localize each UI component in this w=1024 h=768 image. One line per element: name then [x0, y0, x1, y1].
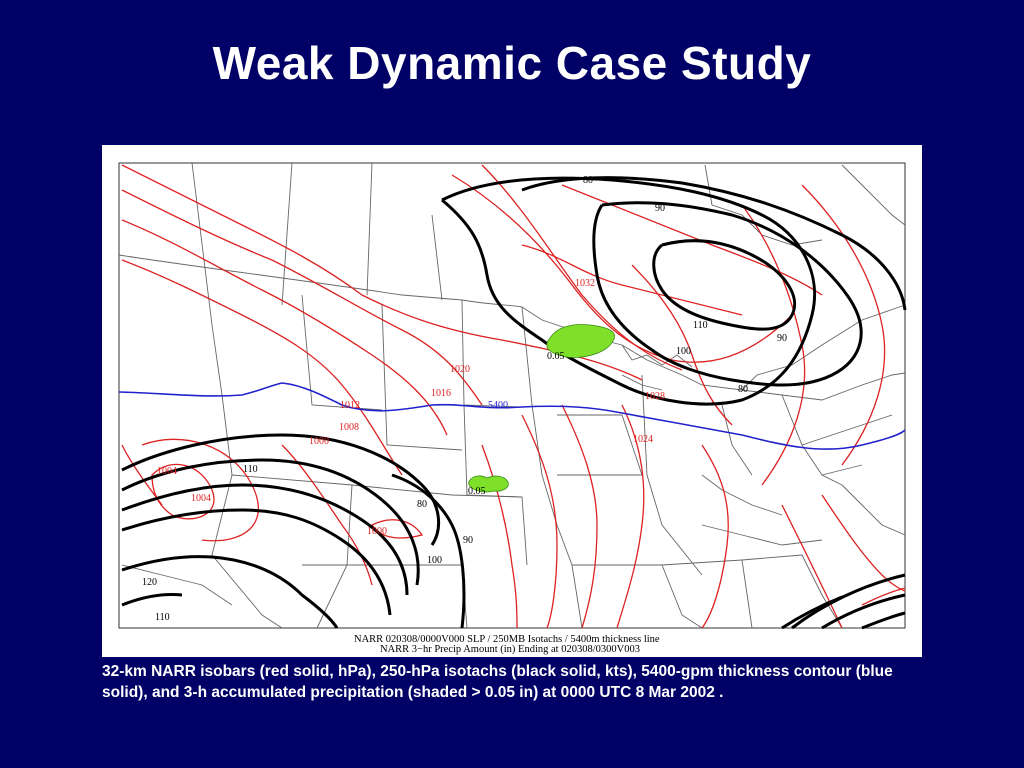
isobar-label: 1008: [339, 422, 359, 433]
precip-label: 0.05: [547, 351, 565, 362]
isotach-label: 80: [738, 384, 748, 395]
isotach-labels: 80 90 110 100 90 80 110 80 90 100 120 11…: [142, 175, 787, 623]
slide-title: Weak Dynamic Case Study: [212, 37, 812, 89]
isotach-label: 110: [693, 320, 708, 331]
precip-label: 0.05: [468, 486, 486, 497]
isotach-label: 100: [676, 346, 691, 357]
isobar-label: 1032: [575, 278, 595, 289]
figure-caption: 32-km NARR isobars (red solid, hPa), 250…: [102, 663, 893, 701]
thickness-contour: [118, 382, 906, 450]
map-footer-line1: NARR 020308/0000V000 SLP / 250MB Isotach…: [354, 634, 660, 645]
isobar-label: 1004: [157, 466, 177, 477]
isotach-label: 110: [243, 464, 258, 475]
map-footer-line2: NARR 3−hr Precip Amount (in) Ending at 0…: [380, 644, 640, 655]
isobar-label: 1028: [645, 391, 665, 402]
isotach-label: 90: [777, 333, 787, 344]
isobar-label: 1020: [450, 364, 470, 375]
isotach-label: 80: [583, 175, 593, 186]
isotach-label: 110: [155, 612, 170, 623]
isotachs: [121, 176, 907, 630]
isobar-label: 1012: [340, 400, 360, 411]
isotach-label: 90: [655, 203, 665, 214]
isobar-label: 1004: [191, 493, 211, 504]
isobar-label: 1000: [367, 526, 387, 537]
isotach-label: 80: [417, 499, 427, 510]
precip-shading: [468, 324, 615, 493]
isotach-label: 120: [142, 577, 157, 588]
isobar-labels: 1032 1028 1024 1020 1016 1012 1008 1004 …: [157, 278, 665, 537]
isobar-label: 1000: [309, 436, 329, 447]
isotach-label: 100: [427, 555, 442, 566]
isotach-label: 90: [463, 535, 473, 546]
weather-map: 1032 1028 1024 1020 1016 1012 1008 1004 …: [102, 145, 922, 657]
isobar-label: 1024: [633, 434, 653, 445]
thickness-label: 5400: [488, 400, 508, 411]
isobar-label: 1016: [431, 388, 451, 399]
